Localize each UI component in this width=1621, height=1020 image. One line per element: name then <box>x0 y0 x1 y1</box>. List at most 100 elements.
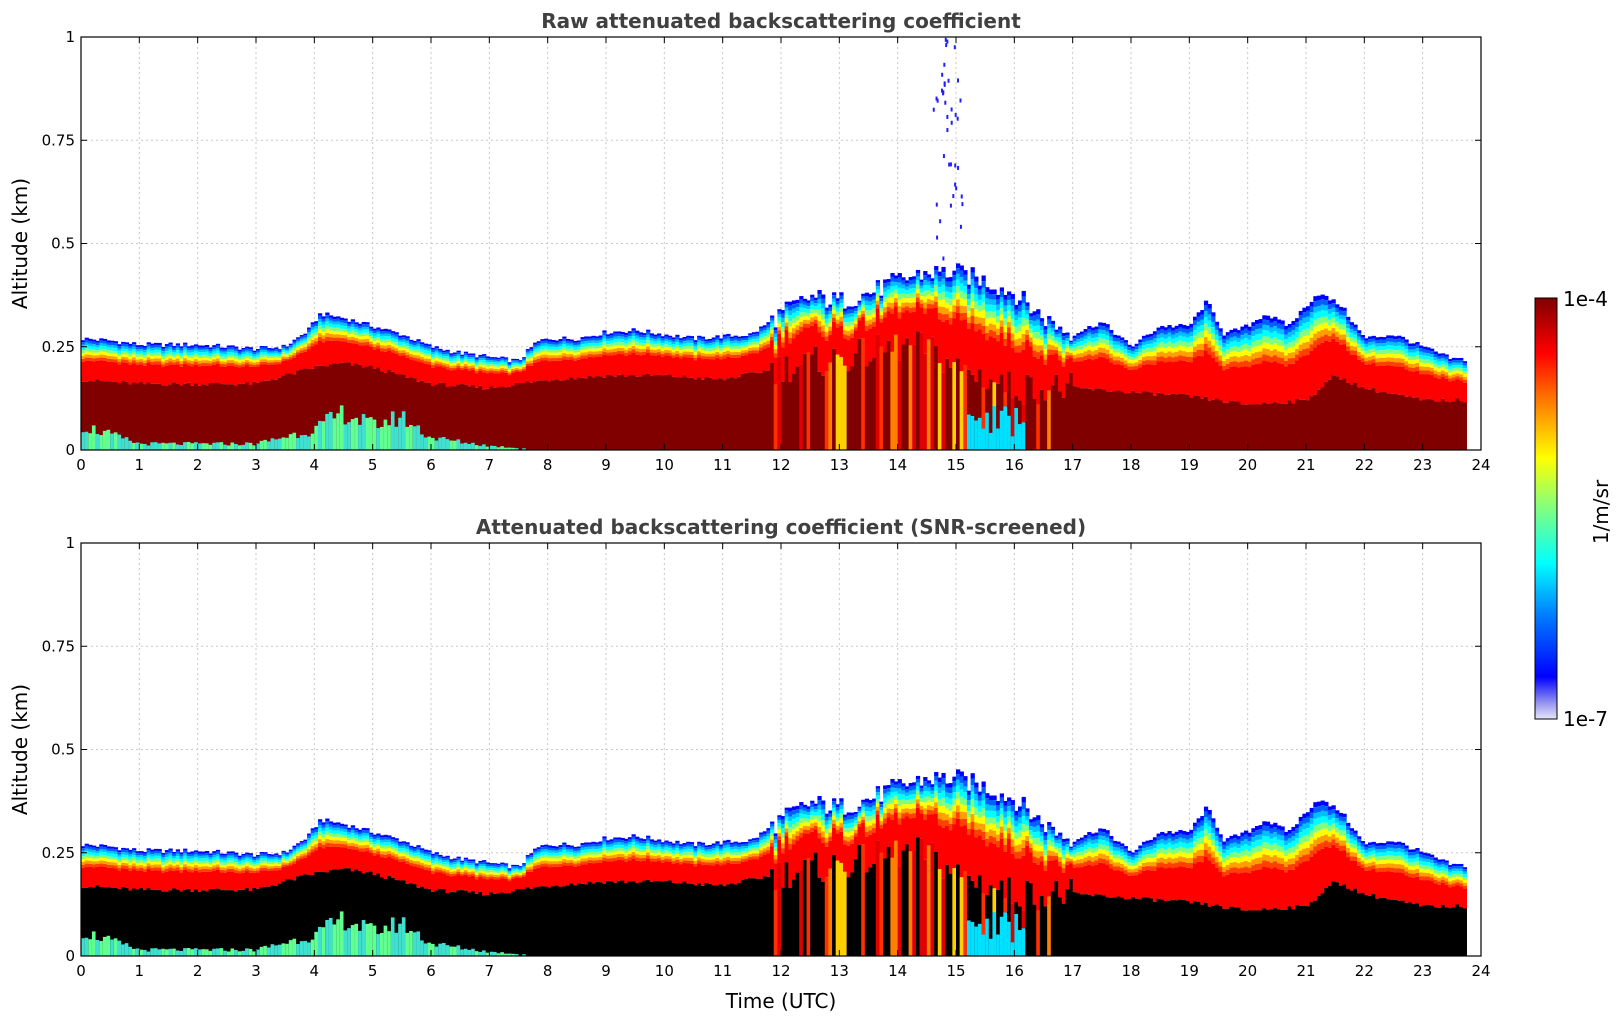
heatmap-column <box>139 851 144 956</box>
x-tick-label: 5 <box>368 962 378 980</box>
heatmap-column <box>132 342 137 450</box>
heatmap-column <box>1109 329 1114 450</box>
heatmap-column <box>1429 348 1435 450</box>
heatmap-column <box>398 335 403 450</box>
heatmap-column <box>474 357 479 450</box>
heatmap-column <box>507 868 512 956</box>
heatmap-column <box>711 843 716 956</box>
heatmap-column <box>602 836 607 956</box>
heatmap-column <box>350 319 356 450</box>
heatmap-column <box>777 815 782 956</box>
heatmap-column <box>1309 301 1314 450</box>
heatmap-column <box>762 831 768 956</box>
x-tick-label: 10 <box>655 962 674 980</box>
heatmap-column <box>781 310 786 450</box>
heatmap-column <box>168 342 173 450</box>
heatmap-column <box>966 790 972 956</box>
heatmap-column <box>948 783 953 956</box>
heatmap-column <box>1050 320 1056 450</box>
heatmap-column <box>544 338 549 450</box>
y-tick-label: 1 <box>65 534 75 552</box>
heatmap-column <box>1156 327 1161 450</box>
heatmap-column <box>810 294 815 450</box>
y-tick-label: 0.75 <box>42 131 75 149</box>
heatmap-column <box>937 271 943 450</box>
heatmap-column <box>821 294 826 450</box>
heatmap-column <box>1229 329 1234 450</box>
heatmap-column <box>379 835 385 956</box>
heatmap-column <box>799 296 804 450</box>
heatmap-column <box>711 337 716 450</box>
heatmap-column <box>445 349 450 450</box>
noise-speck <box>956 116 959 121</box>
heatmap-column <box>256 855 261 956</box>
heatmap-column <box>671 337 676 450</box>
heatmap-column <box>1375 843 1380 956</box>
heatmap-column <box>759 326 764 450</box>
noise-speck <box>949 203 952 208</box>
heatmap-column <box>1072 335 1077 450</box>
noise-speck <box>950 120 953 125</box>
heatmap-column <box>857 806 862 956</box>
x-tick-label: 22 <box>1355 962 1374 980</box>
heatmap-column <box>996 294 1001 450</box>
heatmap-column <box>624 332 629 450</box>
heatmap-column <box>631 328 636 450</box>
heatmap-column <box>179 852 184 956</box>
heatmap-column <box>923 777 928 956</box>
heatmap-column <box>1284 325 1289 450</box>
heatmap-column <box>1021 290 1026 450</box>
heatmap-column <box>573 846 578 956</box>
heatmap-column <box>1079 837 1085 956</box>
heatmap-column <box>1192 316 1198 450</box>
x-tick-label: 0 <box>76 456 86 474</box>
heatmap-column <box>529 853 534 956</box>
heatmap-column <box>1448 359 1453 450</box>
heatmap-column <box>544 844 549 956</box>
heatmap-column <box>132 848 137 956</box>
heatmap-column <box>1098 322 1103 450</box>
heatmap-column <box>1236 330 1241 450</box>
heatmap-column <box>956 263 961 450</box>
heatmap-column <box>234 346 239 450</box>
heatmap-column <box>266 854 272 956</box>
heatmap-column <box>1419 851 1424 956</box>
heatmap-column <box>616 837 622 956</box>
heatmap-column <box>945 783 950 956</box>
noise-speck <box>935 96 938 101</box>
heatmap-column <box>219 347 224 450</box>
heatmap-column <box>1349 322 1354 450</box>
heatmap-column <box>733 335 738 450</box>
heatmap-column <box>507 362 512 450</box>
heatmap-column <box>708 338 713 450</box>
heatmap-column <box>919 279 924 450</box>
heatmap-column <box>197 345 202 450</box>
heatmap-column <box>274 347 279 450</box>
heatmap-column <box>1273 822 1278 956</box>
heatmap-column <box>1167 325 1172 450</box>
heatmap-column <box>164 344 170 450</box>
heatmap-column <box>427 344 432 450</box>
heatmap-column <box>1349 828 1354 956</box>
colorbar-max-label: 1e-4 <box>1563 287 1608 311</box>
heatmap-column <box>996 800 1001 956</box>
heatmap-column <box>463 857 469 956</box>
heatmap-column <box>369 326 374 450</box>
heatmap-column <box>547 339 552 450</box>
heatmap-column <box>715 841 720 956</box>
heatmap-column <box>934 772 939 956</box>
heatmap-column <box>883 785 888 956</box>
heatmap-column <box>970 773 975 956</box>
noise-speck <box>935 202 938 207</box>
heatmap-column <box>912 276 917 450</box>
heatmap-column <box>704 845 709 956</box>
heatmap-column <box>540 339 545 450</box>
heatmap-column <box>1397 841 1402 956</box>
heatmap-column <box>1163 327 1169 450</box>
title-screened: Attenuated backscattering coefficient (S… <box>476 515 1086 539</box>
heatmap-column <box>977 285 983 450</box>
heatmap-column <box>1047 316 1052 450</box>
heatmap-column <box>810 800 815 956</box>
heatmap-column <box>1192 822 1198 956</box>
x-tick-label: 8 <box>543 962 553 980</box>
